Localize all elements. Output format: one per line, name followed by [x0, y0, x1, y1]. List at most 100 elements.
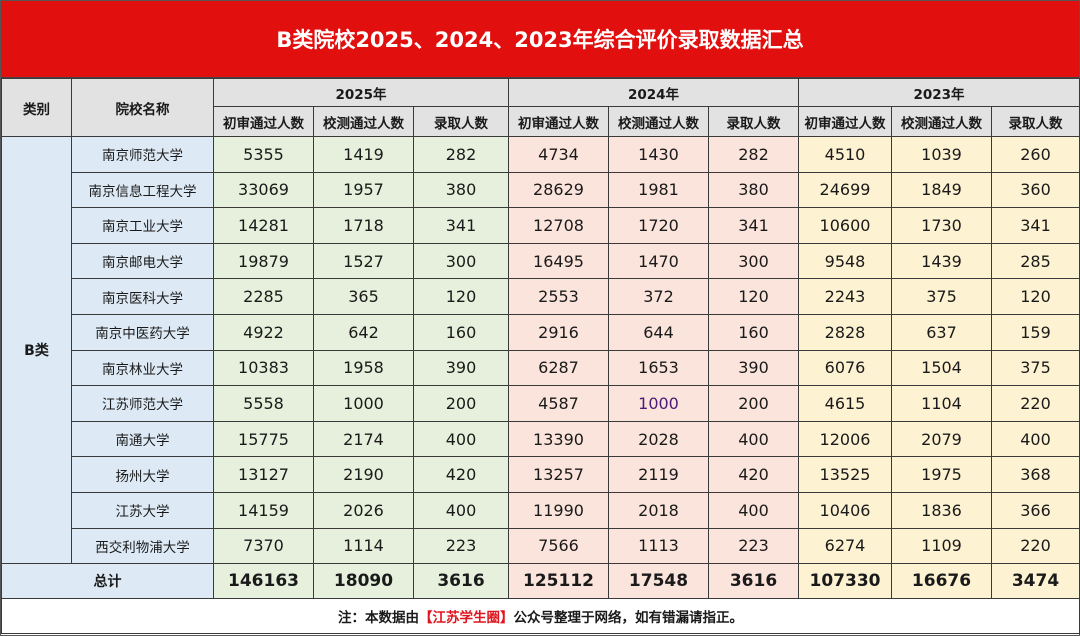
- cell-2023-initial: 6274: [798, 527, 892, 565]
- table-row: 南京邮电大学 19879 1527 300 16495 1470 300 954…: [2, 242, 1080, 280]
- cell-2025-admitted: 200: [413, 385, 509, 422]
- cell-2023-test: 1975: [891, 456, 992, 493]
- cell-2025-admitted: 282: [413, 136, 509, 173]
- cell-2024-admitted: 420: [708, 456, 799, 493]
- cell-2024-initial: 2916: [508, 313, 609, 351]
- cell-2025-test: 1957: [313, 171, 414, 209]
- cell-2025-initial: 4922: [213, 313, 314, 351]
- total-2023-admitted: 3474: [991, 563, 1080, 600]
- cell-2025-admitted: 420: [413, 456, 509, 493]
- cell-2025-initial: 10383: [213, 349, 314, 387]
- cell-2023-initial: 10406: [798, 491, 892, 529]
- cell-2024-initial: 13390: [508, 420, 609, 458]
- header-test-pass: 校测通过人数: [608, 106, 709, 137]
- cell-2023-test: 1849: [891, 171, 992, 209]
- header-test-pass: 校测通过人数: [313, 106, 414, 137]
- cell-2024-initial: 6287: [508, 349, 609, 387]
- table-row: 西交利物浦大学 7370 1114 223 7566 1113 223 6274…: [2, 527, 1080, 565]
- cell-2025-test: 1527: [313, 242, 414, 280]
- cell-2024-admitted: 282: [708, 136, 799, 173]
- cell-2023-admitted: 120: [991, 278, 1080, 315]
- cell-2025-initial: 14159: [213, 491, 314, 529]
- school-name: 南京工业大学: [71, 207, 214, 244]
- cell-2023-admitted: 285: [991, 242, 1080, 280]
- cell-2024-test: 1430: [608, 136, 709, 173]
- school-name: 南京中医药大学: [71, 313, 214, 351]
- cell-2025-initial: 7370: [213, 527, 314, 565]
- table-row: B类 南京师范大学 5355 1419 282 4734 1430 282 45…: [1, 135, 1080, 565]
- table-row: 江苏师范大学 5558 1000 200 4587 1000 200 4615 …: [2, 385, 1080, 422]
- table-row: 南京医科大学 2285 365 120 2553 372 120 2243 37…: [2, 278, 1080, 315]
- table-row: 江苏大学 14159 2026 400 11990 2018 400 10406…: [2, 491, 1080, 529]
- header-test-pass: 校测通过人数: [891, 106, 992, 137]
- cell-2025-admitted: 341: [413, 207, 509, 244]
- cell-2024-test: 1720: [608, 207, 709, 244]
- cell-2024-admitted: 400: [708, 420, 799, 458]
- cell-2025-admitted: 160: [413, 313, 509, 351]
- school-name: 南京邮电大学: [71, 242, 214, 280]
- cell-2025-initial: 33069: [213, 171, 314, 209]
- cell-2024-admitted: 120: [708, 278, 799, 315]
- header-year-2025: 2025年: [213, 78, 509, 107]
- cell-2024-admitted: 390: [708, 349, 799, 387]
- cell-2023-admitted: 400: [991, 420, 1080, 458]
- cell-2025-initial: 5558: [213, 385, 314, 422]
- cell-2023-initial: 9548: [798, 242, 892, 280]
- cell-2023-test: 1730: [891, 207, 992, 244]
- total-2025-admitted: 3616: [413, 563, 509, 600]
- cell-2023-test: 2079: [891, 420, 992, 458]
- note-suffix: 公众号整理于网络，如有错漏请指正。: [513, 610, 744, 627]
- cell-2023-initial: 4615: [798, 385, 892, 422]
- total-row: 总计 146163 18090 3616 125112 17548 3616 1…: [1, 563, 1080, 600]
- header-initial-pass: 初审通过人数: [213, 106, 314, 137]
- cell-2023-admitted: 341: [991, 207, 1080, 244]
- total-2023-test: 16676: [891, 563, 992, 600]
- cell-2025-test: 1114: [313, 527, 414, 565]
- total-2023-initial: 107330: [798, 563, 892, 600]
- cell-2023-initial: 13525: [798, 456, 892, 493]
- cell-2024-test: 1000: [608, 385, 709, 422]
- cell-2025-initial: 5355: [213, 136, 314, 173]
- total-2024-initial: 125112: [508, 563, 609, 600]
- cell-2023-test: 1104: [891, 385, 992, 422]
- cell-2023-admitted: 260: [991, 136, 1080, 173]
- note-prefix: 注：本数据由: [338, 610, 419, 627]
- admission-data-table: 类别 院校名称 2025年 2024年 2023年 初审通过人数 校测通过人数 …: [1, 78, 1080, 635]
- header-category: 类别: [1, 78, 72, 137]
- cell-2024-test: 1470: [608, 242, 709, 280]
- cell-2024-test: 1113: [608, 527, 709, 565]
- cell-2023-test: 375: [891, 278, 992, 315]
- header-year-2023: 2023年: [798, 78, 1080, 107]
- cell-2025-test: 365: [313, 278, 414, 315]
- total-label: 总计: [1, 563, 214, 600]
- cell-2023-admitted: 366: [991, 491, 1080, 529]
- cell-2025-admitted: 223: [413, 527, 509, 565]
- cell-2025-test: 1419: [313, 136, 414, 173]
- cell-2023-initial: 2828: [798, 313, 892, 351]
- cell-2024-test: 2119: [608, 456, 709, 493]
- cell-2025-admitted: 400: [413, 420, 509, 458]
- cell-2025-admitted: 390: [413, 349, 509, 387]
- header-admitted: 录取人数: [991, 106, 1080, 137]
- cell-2024-test: 372: [608, 278, 709, 315]
- school-name: 江苏大学: [71, 491, 214, 529]
- header-admitted: 录取人数: [708, 106, 799, 137]
- header-school-name: 院校名称: [71, 78, 214, 137]
- cell-2024-test: 644: [608, 313, 709, 351]
- cell-2023-initial: 4510: [798, 136, 892, 173]
- cell-2023-test: 1439: [891, 242, 992, 280]
- cell-2025-test: 642: [313, 313, 414, 351]
- cell-2024-initial: 13257: [508, 456, 609, 493]
- cell-2023-test: 1039: [891, 136, 992, 173]
- cell-2025-initial: 2285: [213, 278, 314, 315]
- cell-2025-initial: 13127: [213, 456, 314, 493]
- header-year-2024: 2024年: [508, 78, 799, 107]
- school-name: 南京林业大学: [71, 349, 214, 387]
- cell-2023-initial: 24699: [798, 171, 892, 209]
- total-2024-admitted: 3616: [708, 563, 799, 600]
- cell-2023-test: 1836: [891, 491, 992, 529]
- cell-2024-test: 1981: [608, 171, 709, 209]
- category-cell: B类: [1, 135, 72, 565]
- table-row: 南京中医药大学 4922 642 160 2916 644 160 2828 6…: [2, 313, 1080, 351]
- cell-2023-initial: 2243: [798, 278, 892, 315]
